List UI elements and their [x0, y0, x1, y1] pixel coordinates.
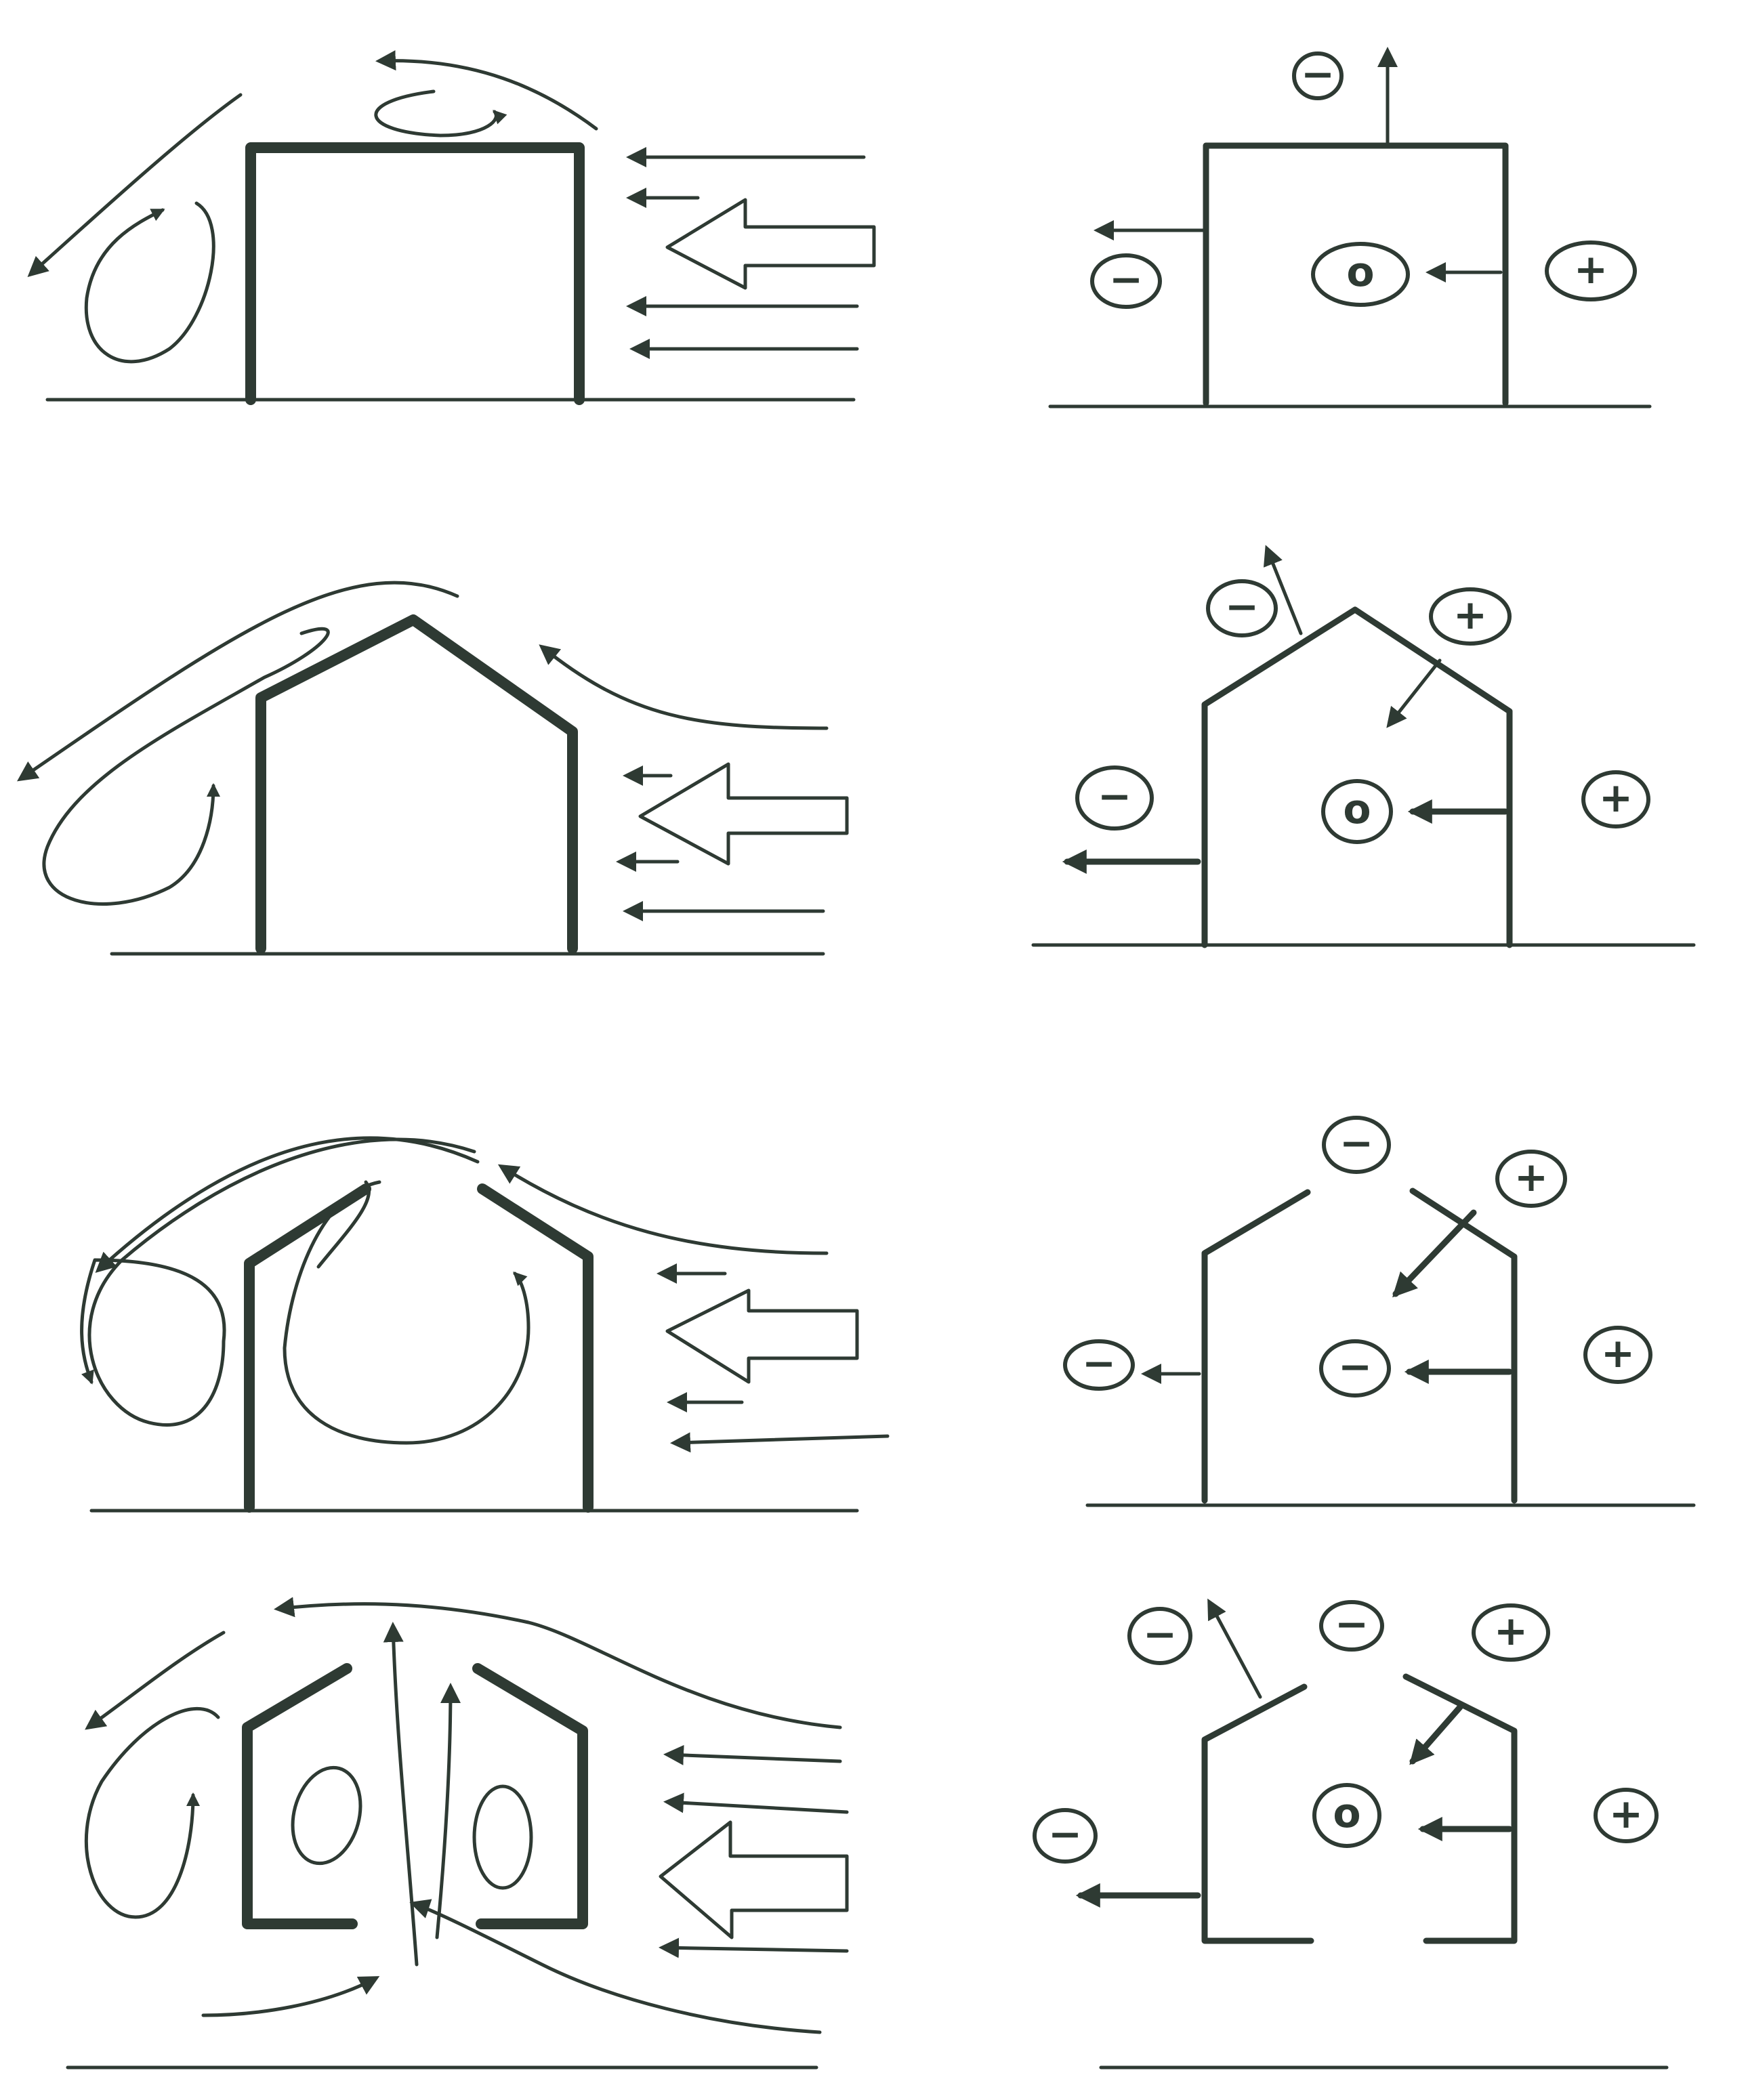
row4-airflow-sketch [66, 1597, 849, 2070]
flow-over-roof [274, 1597, 842, 1729]
leeward-eddy [84, 1706, 220, 1919]
svg-text:−: − [1225, 583, 1259, 631]
pressure-zero-symbol: o [1312, 1783, 1381, 1848]
interior-eddy [291, 1765, 362, 1866]
flow-over-roof [539, 644, 829, 730]
wind-direction-arrow [659, 1820, 849, 1939]
leeward-eddy [84, 201, 215, 364]
leeward-eddy [42, 627, 330, 906]
pressure-minus-symbol: − [1206, 579, 1278, 637]
flow-over-roof [497, 1164, 829, 1255]
pressure-plus-symbol: + [1429, 587, 1512, 646]
building-outline [1203, 142, 1509, 406]
svg-text:−: − [1301, 51, 1335, 98]
svg-text:−: − [1338, 1343, 1372, 1391]
pressure-zero-symbol: o [1321, 779, 1393, 844]
leeward-eddy [80, 1137, 476, 1427]
wind-direction-arrow [638, 762, 849, 866]
building-outline [1201, 606, 1513, 948]
roof-pressure-arrow [1386, 658, 1442, 728]
pressure-plus-symbol: + [1583, 1326, 1652, 1384]
wind-line [659, 1937, 849, 1958]
svg-text:−: − [1098, 773, 1131, 820]
row2-pressure-sketch: − + − o + [1031, 545, 1696, 948]
svg-text:+: + [1599, 774, 1633, 822]
row1-pressure-sketch: − − o + [1048, 47, 1652, 408]
stack-upflow [435, 1683, 461, 1939]
wind-direction-arrow [665, 1288, 859, 1384]
svg-text:o: o [1343, 786, 1371, 833]
leeward-flow [27, 93, 243, 278]
row3-airflow-sketch [80, 1136, 890, 1513]
floor-inflow [409, 1899, 822, 2034]
wind-line [663, 1792, 849, 1814]
building-right-wall [1409, 1188, 1518, 1504]
pressure-minus-symbol: − [1127, 1607, 1192, 1665]
pressure-minus-symbol: − [1319, 1600, 1384, 1652]
wind-line [663, 1744, 842, 1765]
svg-text:−: − [1048, 1811, 1082, 1858]
pressure-minus-symbol: − [1033, 1808, 1098, 1864]
interior-eddy [472, 1784, 533, 1890]
building-outline [245, 142, 585, 405]
row3-pressure-sketch: − + − − + [1063, 1116, 1696, 1507]
svg-text:o: o [1333, 1790, 1360, 1837]
pressure-minus-symbol: − [1292, 51, 1344, 100]
interior-eddy [283, 1180, 530, 1445]
svg-text:+: + [1574, 246, 1608, 293]
pressure-plus-symbol: + [1594, 1788, 1659, 1843]
pressure-minus-symbol: − [1075, 765, 1154, 831]
svg-text:+: + [1514, 1154, 1548, 1201]
pressure-minus-symbol: − [1322, 1116, 1391, 1174]
svg-text:+: + [1453, 591, 1487, 639]
building-left-wall [1201, 1683, 1314, 1944]
svg-text:−: − [1109, 256, 1143, 303]
svg-text:+: + [1601, 1330, 1635, 1377]
roof-suction-arrow [1207, 1598, 1262, 1699]
roof-pressure-arrow [1392, 1209, 1477, 1298]
row4-pressure-sketch: − − + − o + [1033, 1598, 1669, 2070]
building-right-wall [472, 1663, 588, 1929]
svg-text:+: + [1494, 1608, 1528, 1655]
building-right-wall [477, 1183, 594, 1513]
pressure-plus-symbol: + [1495, 1150, 1567, 1208]
leeward-flow [95, 1136, 480, 1274]
pressure-minus-symbol: − [1319, 1339, 1391, 1398]
leeward-flow [85, 1631, 226, 1730]
building-outline [255, 614, 578, 954]
roof-suction-arrow [1263, 545, 1303, 635]
row2-airflow-sketch [17, 581, 849, 956]
pressure-plus-symbol: + [1581, 770, 1650, 828]
wind-direction-arrow [665, 198, 876, 290]
svg-text:o: o [1346, 249, 1374, 296]
building-left-wall [242, 1663, 358, 1929]
svg-text:+: + [1609, 1790, 1643, 1838]
svg-text:−: − [1143, 1611, 1177, 1658]
leeward-flow [17, 581, 459, 782]
floor-inflow [201, 1976, 380, 2017]
pressure-plus-symbol: + [1472, 1603, 1550, 1662]
pressure-minus-symbol: − [1090, 253, 1162, 309]
pressure-zero-symbol: o [1311, 242, 1410, 307]
svg-text:−: − [1339, 1120, 1373, 1167]
roof-pressure-arrow [1409, 1704, 1463, 1765]
svg-text:−: − [1335, 1601, 1369, 1648]
pressure-plus-symbol: + [1545, 240, 1637, 301]
stack-upflow [383, 1622, 419, 1967]
building-right-wall [1402, 1673, 1518, 1944]
building-left-wall [244, 1183, 371, 1513]
row1-airflow-sketch [27, 50, 876, 405]
interior-inflow [316, 1180, 371, 1269]
pressure-minus-symbol: − [1063, 1339, 1135, 1391]
building-left-wall [1201, 1189, 1311, 1504]
roof-eddy [374, 89, 507, 138]
flow-over-roof [375, 50, 598, 131]
wind-line [670, 1432, 890, 1453]
svg-text:−: − [1082, 1340, 1116, 1387]
